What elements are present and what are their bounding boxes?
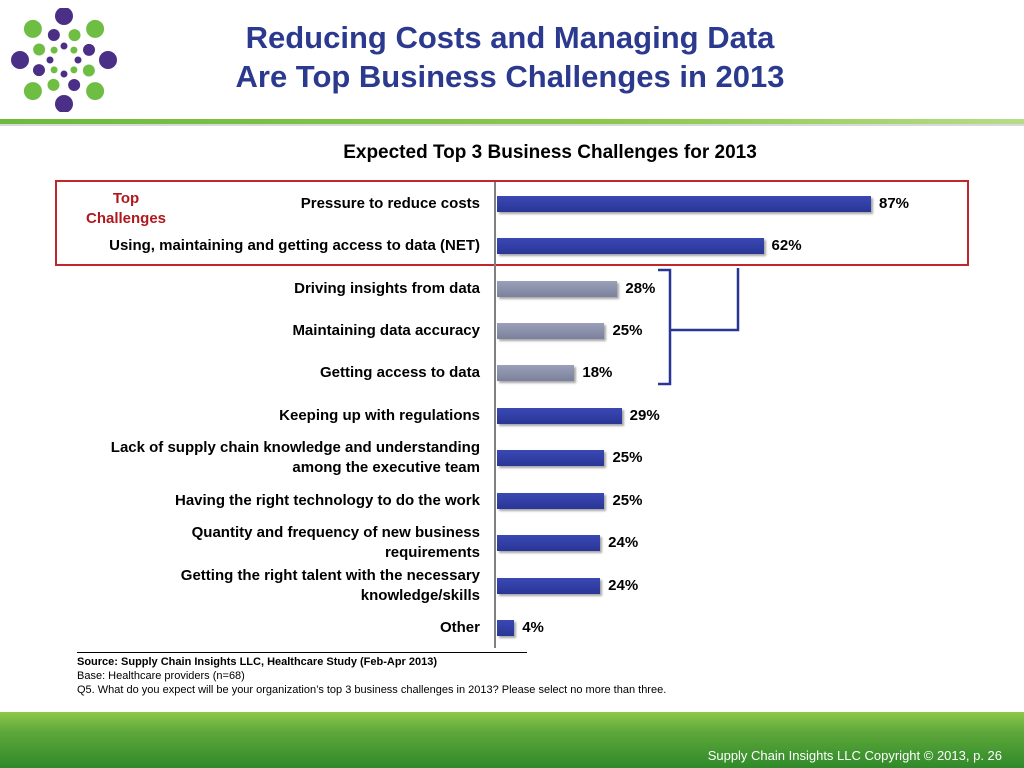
bar [497, 238, 764, 254]
logo-dot [86, 19, 105, 38]
logo-dot [55, 8, 73, 25]
category-label: Getting the right talent with the necess… [40, 566, 480, 606]
logo-dot [46, 56, 54, 64]
title-divider-shadow [0, 124, 1024, 126]
logo-dot [74, 56, 82, 64]
footer-band [0, 712, 1024, 768]
data-label: 62% [771, 237, 802, 254]
bar [497, 578, 601, 594]
category-label-line: Getting the right talent with the necess… [180, 567, 480, 584]
category-label-line: Lack of supply chain knowledge and under… [110, 439, 480, 456]
category-label: Pressure to reduce costs [40, 194, 480, 214]
logo-dot [50, 46, 58, 54]
logo-dot [60, 70, 68, 78]
logo-dot [82, 64, 95, 77]
bar [497, 281, 618, 297]
category-label-line: Driving insights from data [294, 280, 480, 297]
bar [497, 535, 601, 551]
logo-dot [55, 95, 73, 112]
logo-dot [47, 78, 60, 91]
top-challenges-label-line-2: Challenges [85, 210, 167, 227]
copyright-text: Supply Chain Insights LLC Copyright © 20… [707, 748, 1002, 763]
slide-title: Reducing Costs and Managing Data Are Top… [130, 18, 890, 96]
company-logo [11, 8, 117, 112]
category-label-line: requirements [384, 544, 480, 561]
logo-dot [50, 66, 58, 74]
category-label-line: Keeping up with regulations [279, 407, 480, 424]
logo-dot [99, 51, 117, 69]
category-label: Getting access to data [40, 363, 480, 383]
logo-dot [86, 82, 105, 101]
category-label: Quantity and frequency of new business re… [40, 523, 480, 563]
data-label: 4% [522, 619, 544, 636]
chart-title: Expected Top 3 Business Challenges for 2… [343, 142, 757, 163]
logo-dot [47, 28, 60, 41]
data-label: 25% [612, 492, 643, 509]
category-label-line: Maintaining data accuracy [292, 322, 480, 339]
bar [497, 196, 871, 212]
logo-dot [23, 19, 42, 38]
category-label-line: Pressure to reduce costs [300, 195, 480, 212]
top-challenges-label: Top Challenges [72, 189, 180, 229]
footnotes: Source: Supply Chain Insights LLC, Healt… [77, 652, 777, 697]
slide-title-line-1: Reducing Costs and Managing Data [245, 20, 775, 55]
category-label-line: among the executive team [292, 459, 480, 476]
base-note: Base: Healthcare providers (n=68) [77, 670, 245, 682]
logo-dot [11, 51, 29, 69]
slide-title-line-2: Are Top Business Challenges in 2013 [235, 59, 785, 94]
bar [497, 620, 515, 636]
logo-dot [83, 43, 96, 56]
logo-dot [60, 42, 68, 50]
category-label-line: knowledge/skills [360, 587, 480, 604]
top-challenges-label-line-1: Top [112, 190, 140, 207]
category-label: Other [40, 618, 480, 638]
data-label: 18% [582, 364, 613, 381]
subitems-bracket-arrow [658, 268, 740, 386]
category-label: Using, maintaining and getting access to… [40, 236, 480, 256]
logo-dot [68, 79, 81, 92]
title-divider [0, 119, 1024, 124]
data-label: 28% [625, 280, 656, 297]
chart-axis-line [494, 182, 496, 648]
category-label-line: Having the right technology to do the wo… [174, 492, 480, 509]
bar [497, 450, 605, 466]
category-label: Having the right technology to do the wo… [40, 491, 480, 511]
bar [497, 493, 605, 509]
bar [497, 408, 622, 424]
data-label: 87% [879, 195, 910, 212]
data-label: 29% [629, 407, 660, 424]
question-note: Q5. What do you expect will be your orga… [77, 684, 667, 696]
category-label: Lack of supply chain knowledge and under… [40, 438, 480, 478]
data-label: 24% [608, 534, 639, 551]
data-label: 24% [608, 577, 639, 594]
category-label-line: Using, maintaining and getting access to… [109, 237, 480, 254]
source-note: Source: Supply Chain Insights LLC, Healt… [77, 656, 438, 668]
logo-dot [33, 43, 46, 56]
footnote-rule [77, 652, 527, 653]
category-label-line: Getting access to data [319, 364, 480, 381]
data-label: 25% [612, 449, 643, 466]
category-label-line: Other [439, 619, 480, 636]
bar [497, 323, 605, 339]
logo-dot [23, 82, 42, 101]
category-label: Maintaining data accuracy [40, 321, 480, 341]
category-label: Driving insights from data [40, 279, 480, 299]
logo-dot [32, 64, 45, 77]
bar [497, 365, 575, 381]
category-label: Keeping up with regulations [40, 406, 480, 426]
data-label: 25% [612, 322, 643, 339]
category-label-line: Quantity and frequency of new business [191, 524, 480, 541]
top-challenges-highlight-box [55, 180, 969, 266]
logo-dot [70, 46, 78, 54]
logo-dot [68, 29, 81, 42]
logo-dot [70, 66, 78, 74]
